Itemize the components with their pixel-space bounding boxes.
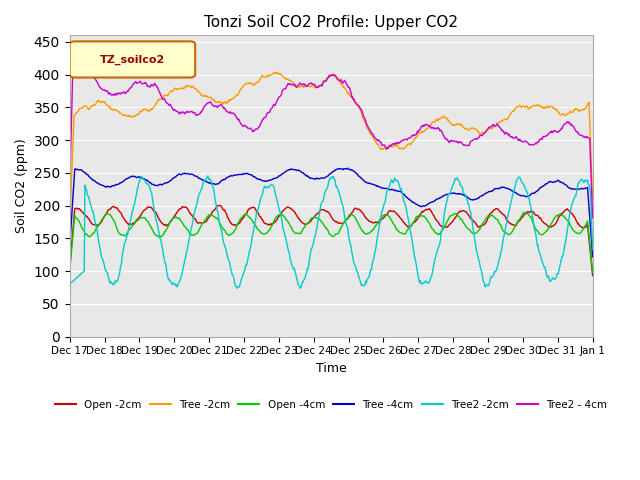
X-axis label: Time: Time: [316, 362, 346, 375]
Y-axis label: Soil CO2 (ppm): Soil CO2 (ppm): [15, 139, 28, 233]
FancyBboxPatch shape: [70, 41, 195, 77]
Title: Tonzi Soil CO2 Profile: Upper CO2: Tonzi Soil CO2 Profile: Upper CO2: [204, 15, 458, 30]
Text: TZ_soilco2: TZ_soilco2: [100, 54, 165, 65]
Legend: Open -2cm, Tree -2cm, Open -4cm, Tree -4cm, Tree2 -2cm, Tree2 - 4cm: Open -2cm, Tree -2cm, Open -4cm, Tree -4…: [51, 396, 611, 414]
